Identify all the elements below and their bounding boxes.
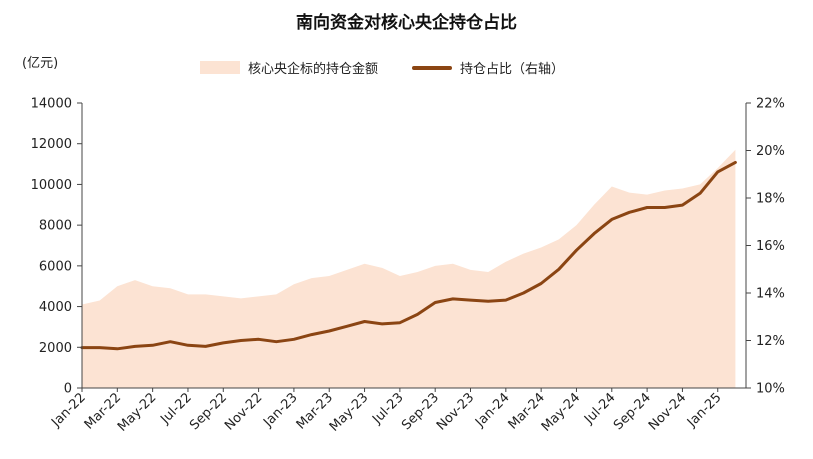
legend-label-line: 持仓占比（右轴） — [460, 62, 565, 77]
legend-swatch-area — [200, 61, 240, 74]
legend-item-area: 核心央企标的持仓金额 — [200, 58, 378, 77]
right-tick-label: 12% — [756, 334, 785, 349]
right-tick-label: 18% — [756, 192, 785, 207]
x-tick-label: Sep-23 — [399, 390, 442, 433]
chart-title: 南向资金对核心央企持仓占比 — [296, 13, 517, 33]
left-tick-label: 8000 — [39, 219, 72, 234]
left-tick-label: 4000 — [39, 300, 72, 315]
x-tick-label: Jan-24 — [472, 390, 513, 431]
right-tick-label: 14% — [756, 287, 785, 302]
x-tick-label: Jan-25 — [684, 390, 725, 431]
axes-layer — [77, 102, 751, 392]
right-tick-label: 20% — [756, 144, 785, 159]
line-series-layer — [80, 160, 737, 351]
left-tick-label: 10000 — [31, 178, 72, 193]
left-tick-label: 2000 — [39, 341, 72, 356]
legend-item-line: 持仓占比（右轴） — [412, 58, 564, 77]
left-tick-label: 0 — [64, 382, 72, 397]
right-tick-label: 22% — [756, 97, 785, 112]
x-tick-label: May-22 — [115, 390, 159, 434]
x-tick-label: Jan-23 — [260, 390, 301, 431]
x-tick-label: Nov-24 — [646, 390, 689, 433]
left-tick-label: 14000 — [31, 97, 72, 112]
x-tick-label: May-23 — [327, 390, 371, 434]
legend-label-area: 核心央企标的持仓金额 — [248, 62, 379, 77]
x-tick-label: Nov-22 — [222, 390, 265, 433]
x-tick-label: Sep-24 — [611, 390, 654, 433]
x-tick-label: Sep-22 — [187, 390, 230, 433]
left-tick-label: 6000 — [39, 259, 72, 274]
legend: 核心央企标的持仓金额 持仓占比（右轴） — [200, 58, 598, 77]
left-tick-label: 12000 — [31, 137, 72, 152]
right-tick-label: 16% — [756, 239, 785, 254]
area-series-layer — [82, 149, 736, 388]
left-axis-unit-label: (亿元) — [22, 56, 59, 71]
area-series-fill — [82, 149, 736, 388]
line-series-path — [80, 160, 737, 351]
right-tick-label: 10% — [756, 382, 785, 397]
legend-swatch-line — [412, 65, 453, 70]
x-tick-label: Nov-23 — [434, 390, 477, 433]
x-tick-label: May-24 — [539, 390, 583, 434]
